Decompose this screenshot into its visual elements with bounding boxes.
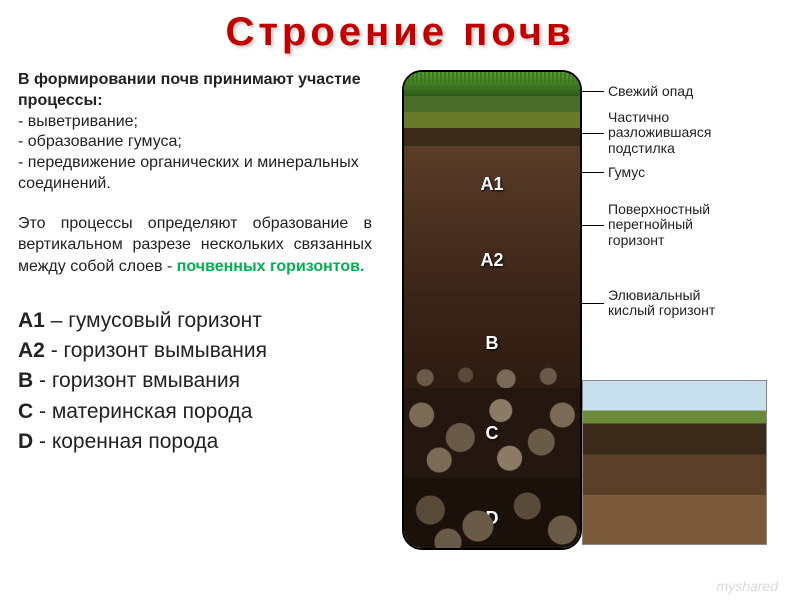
soil-diagram: А1 А2 В С D Свежий опад Частичноразложив… xyxy=(382,70,782,570)
callout: Поверхностныйперегнойныйгоризонт xyxy=(582,202,710,248)
accent-term: почвенных горизонтов. xyxy=(177,258,365,275)
left-column: В формировании почв принимают участие пр… xyxy=(18,70,382,570)
watermark: myshared xyxy=(717,578,778,594)
callout: Частичноразложившаясяподстилка xyxy=(582,110,711,156)
process-item: - передвижение органических и минеральны… xyxy=(18,153,372,195)
callout: Гумус xyxy=(582,165,645,180)
description: Это процессы определяют образование в ве… xyxy=(18,213,372,278)
layer-litter1 xyxy=(404,96,580,112)
layer-c: С xyxy=(404,388,580,478)
soil-column: А1 А2 В С D xyxy=(402,70,582,550)
right-column: А1 А2 В С D Свежий опад Частичноразложив… xyxy=(382,70,782,570)
layer-d: D xyxy=(404,478,580,550)
intro-block: В формировании почв принимают участие пр… xyxy=(18,70,372,195)
legend-row: С - материнская порода xyxy=(18,397,372,427)
process-list: - выветривание; - образование гумуса; - … xyxy=(18,112,372,195)
layer-grass xyxy=(404,72,580,96)
layer-a1: А1 xyxy=(404,146,580,222)
callout: Элювиальныйкислый горизонт xyxy=(582,288,715,319)
process-item: - образование гумуса; xyxy=(18,132,372,153)
page-title: Строение почв xyxy=(0,0,800,55)
layer-a2: А2 xyxy=(404,222,580,298)
legend-row: D - коренная порода xyxy=(18,427,372,457)
soil-photo xyxy=(582,380,767,545)
legend-row: А1 – гумусовый горизонт xyxy=(18,306,372,336)
legend-row: А2 - горизонт вымывания xyxy=(18,336,372,366)
layer-humus xyxy=(404,128,580,146)
layer-b: В xyxy=(404,298,580,388)
content: В формировании почв принимают участие пр… xyxy=(0,70,800,570)
callout: Свежий опад xyxy=(582,84,693,99)
legend-row: В - горизонт вмывания xyxy=(18,366,372,396)
layer-litter2 xyxy=(404,112,580,128)
intro-lead: В формировании почв принимают участие пр… xyxy=(18,70,372,112)
process-item: - выветривание; xyxy=(18,112,372,133)
legend: А1 – гумусовый горизонт А2 - горизонт вы… xyxy=(18,306,372,458)
